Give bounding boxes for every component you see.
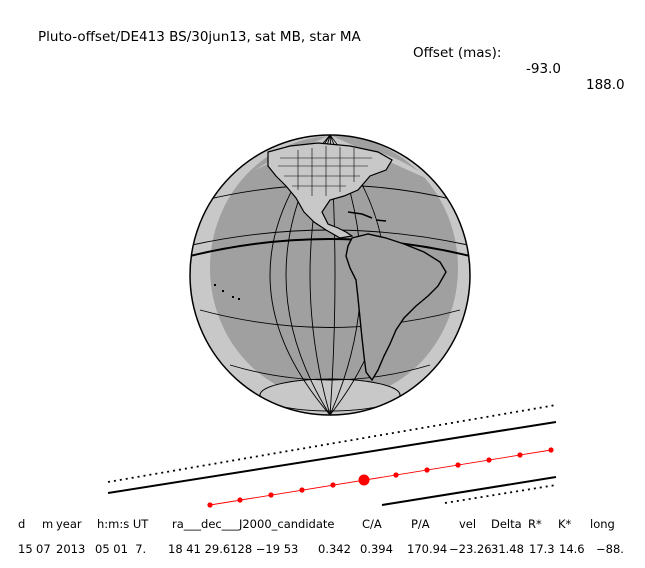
pacific-islands xyxy=(214,284,240,300)
globe-outline xyxy=(189,134,471,416)
header-rstar: R* xyxy=(528,517,542,531)
track-dot xyxy=(393,472,399,478)
value-year: 2013 xyxy=(56,542,86,556)
equator xyxy=(190,238,470,257)
offset-y-value: 188.0 xyxy=(586,77,625,93)
us-state-borders xyxy=(278,146,372,196)
header-year: year xyxy=(56,517,82,531)
value-time: 05 01 7. xyxy=(95,542,147,556)
track-dot xyxy=(424,467,430,473)
header-radec: ra___dec___J2000_candidate xyxy=(172,517,335,531)
globe-night-zone xyxy=(210,136,458,400)
value-kstar: 14.6 xyxy=(559,542,585,556)
globe xyxy=(189,134,471,416)
plot-title: Pluto-offset/DE413 BS/30jun13, sat MB, s… xyxy=(0,13,645,93)
value-pa: 170.94 xyxy=(407,542,448,556)
header-ca: C/A xyxy=(362,517,382,531)
offset-label: Offset (mas): xyxy=(413,45,502,61)
value-ca-1: 0.342 xyxy=(318,542,351,556)
south-uncertainty-limit xyxy=(444,484,557,504)
central-track xyxy=(209,449,552,506)
track-dot xyxy=(330,482,336,488)
header-day: d xyxy=(18,517,26,531)
cuba xyxy=(347,211,373,219)
header-delta: Delta xyxy=(491,517,522,531)
value-vel: −23.26 xyxy=(449,542,492,556)
hispaniola xyxy=(375,219,387,222)
value-radec: 18 41 29.6128 −19 53 xyxy=(168,542,299,556)
value-month: 07 xyxy=(36,542,51,556)
south-shadow-limit xyxy=(381,476,557,506)
value-ca-2: 0.394 xyxy=(360,542,393,556)
header-time: h:m:s UT xyxy=(97,517,149,531)
track-dot xyxy=(455,462,461,468)
header-long: long xyxy=(590,517,615,531)
offset-x-value: -93.0 xyxy=(526,61,561,77)
track-dot xyxy=(299,487,305,493)
track-dot xyxy=(548,447,554,453)
track-dot xyxy=(237,497,243,503)
north-america xyxy=(267,142,393,239)
header-pa: P/A xyxy=(411,517,430,531)
north-light-zone xyxy=(255,135,430,180)
track-dot xyxy=(207,502,213,508)
title-label: Pluto-offset/DE413 BS/30jun13, sat MB, s… xyxy=(38,29,361,45)
track-dot xyxy=(517,452,523,458)
north-uncertainty-limit xyxy=(107,404,557,483)
north-shadow-limit xyxy=(107,421,557,494)
header-month: m xyxy=(42,517,54,531)
value-delta: 31.48 xyxy=(491,542,524,556)
header-vel: vel xyxy=(459,517,477,531)
south-america xyxy=(345,233,447,382)
track-dot xyxy=(486,457,492,463)
closest-approach-dot xyxy=(358,474,370,486)
value-day: 15 xyxy=(18,542,33,556)
value-long: −88. xyxy=(596,542,624,556)
value-rstar: 17.3 xyxy=(529,542,555,556)
track-dot xyxy=(268,492,274,498)
track-time-dots xyxy=(207,447,554,508)
header-kstar: K* xyxy=(558,517,572,531)
